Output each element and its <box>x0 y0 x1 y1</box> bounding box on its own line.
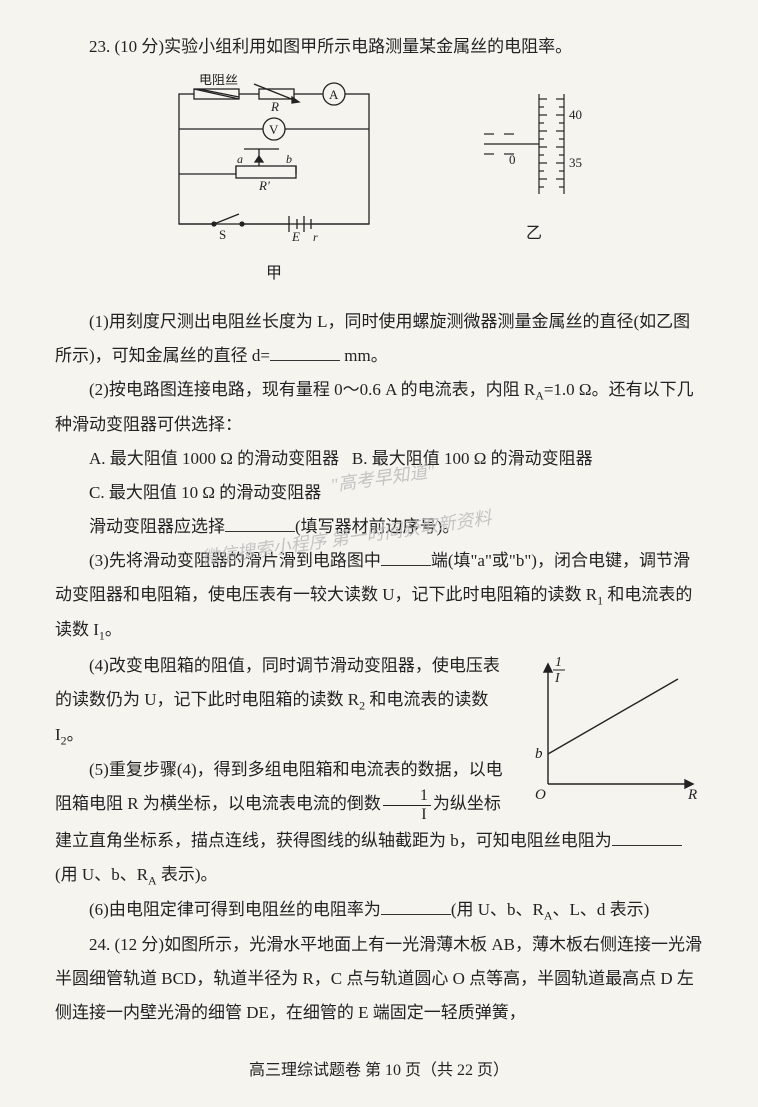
option-C: C. 最大阻值 10 Ω 的滑动变阻器 <box>89 483 321 502</box>
label-R: R <box>270 99 279 114</box>
main-0: 0 <box>509 152 516 167</box>
blank-diameter[interactable] <box>270 343 340 361</box>
q24-number: 24 <box>89 935 106 954</box>
blank-ab[interactable] <box>381 548 431 566</box>
blank-Rwire[interactable] <box>612 828 682 846</box>
q23-points: 10 分 <box>120 37 158 56</box>
q24-header: 24. (12 分)如图所示，光滑水平地面上有一光滑薄木板 AB，薄木板右侧连接… <box>55 928 703 1030</box>
part2-subA: A <box>535 388 544 402</box>
q23-part2: (2)按电路图连接电路，现有量程 0～0.6 A 的电流表，内阻 RA=1.0 … <box>55 373 703 442</box>
q23-part1: (1)用刻度尺测出电阻丝长度为 L，同时使用螺旋测微器测量金属丝的直径(如乙图所… <box>55 305 703 373</box>
page-footer: 高三理综试题卷 第 10 页（共 22 页） <box>55 1055 703 1087</box>
option-row-ab: A. 最大阻值 1000 Ω 的滑动变阻器 B. 最大阻值 100 Ω 的滑动变… <box>55 442 703 476</box>
option-B: B. 最大阻值 100 Ω 的滑动变阻器 <box>352 449 593 468</box>
thimble-40: 40 <box>569 107 582 122</box>
choose-row: 滑动变阻器应选择 (填写器材前边序号)。 <box>55 510 703 544</box>
label-r: r <box>313 230 318 244</box>
label-V: V <box>269 122 279 137</box>
q23-part6: (6)由电阻定律可得到电阻丝的电阻率为(用 U、b、RA、L、d 表示) <box>55 893 703 928</box>
label-E: E <box>291 229 300 244</box>
graph-b: b <box>535 746 543 762</box>
part5-subA: A <box>148 873 157 887</box>
label-wire: 电阻丝 <box>199 74 238 87</box>
part6-hint2: 、L、d 表示) <box>552 900 649 919</box>
micrometer-svg: 40 35 0 <box>469 74 599 204</box>
graph-origin: O <box>535 787 546 803</box>
label-a: a <box>237 152 243 166</box>
label-b: b <box>286 152 292 166</box>
choose-after: (填写器材前边序号)。 <box>295 517 459 536</box>
blank-rheostat[interactable] <box>225 514 295 532</box>
part1-unit: mm。 <box>340 346 388 365</box>
label-S: S <box>219 227 226 242</box>
part6-hint: (用 U、b、R <box>451 900 544 919</box>
graph-svg: R O b 1 I <box>523 654 703 804</box>
blank-rho[interactable] <box>381 897 451 915</box>
option-A: A. 最大阻值 1000 Ω 的滑动变阻器 <box>89 449 339 468</box>
frac-num: 1 <box>383 787 431 806</box>
option-row-c: C. 最大阻值 10 Ω 的滑动变阻器 <box>55 476 703 510</box>
part2-text: (2)按电路图连接电路，现有量程 0～0.6 A 的电流表，内阻 R <box>89 380 535 399</box>
q23-header: 23. (10 分)实验小组利用如图甲所示电路测量某金属丝的电阻率。 <box>55 30 703 64</box>
frac-1overI: 1I <box>383 787 431 824</box>
exam-page: 23. (10 分)实验小组利用如图甲所示电路测量某金属丝的电阻率。 <box>0 0 758 1107</box>
part3-period: 。 <box>105 620 122 639</box>
q23-part3: (3)先将滑动变阻器的滑片滑到电路图中端(填"a"或"b")，闭合电键，调节滑动… <box>55 544 703 648</box>
part3-before: (3)先将滑动变阻器的滑片滑到电路图中 <box>89 551 381 570</box>
micrometer-figure: 40 35 0 乙 <box>469 74 599 250</box>
graph-figure: R O b 1 I <box>523 654 703 816</box>
part6-text: (6)由电阻定律可得到电阻丝的电阻率为 <box>89 900 381 919</box>
part5-hint2: 表示)。 <box>157 865 218 884</box>
graph-ynum: 1 <box>555 655 562 670</box>
circuit-figure: 电阻丝 R A V a b R' S E r 甲 <box>159 74 389 290</box>
label-Rp: R' <box>258 178 270 193</box>
q23-stem: 实验小组利用如图甲所示电路测量某金属丝的电阻率。 <box>164 37 572 56</box>
circuit-svg: 电阻丝 R A V a b R' S E r <box>159 74 389 244</box>
part5-hint: (用 U、b、R <box>55 865 148 884</box>
caption-yi: 乙 <box>469 218 599 250</box>
choose-before: 滑动变阻器应选择 <box>89 517 225 536</box>
graph-yden: I <box>554 671 561 686</box>
part4-period: 。 <box>67 725 84 744</box>
frac-den: I <box>383 806 431 824</box>
q23-number: 23 <box>89 37 106 56</box>
q24-points: 12 分 <box>120 935 158 954</box>
caption-jia: 甲 <box>159 258 389 290</box>
label-A: A <box>329 87 339 102</box>
figure-row: 电阻丝 R A V a b R' S E r 甲 <box>55 74 703 290</box>
graph-xlabel: R <box>687 787 697 803</box>
thimble-35: 35 <box>569 155 582 170</box>
